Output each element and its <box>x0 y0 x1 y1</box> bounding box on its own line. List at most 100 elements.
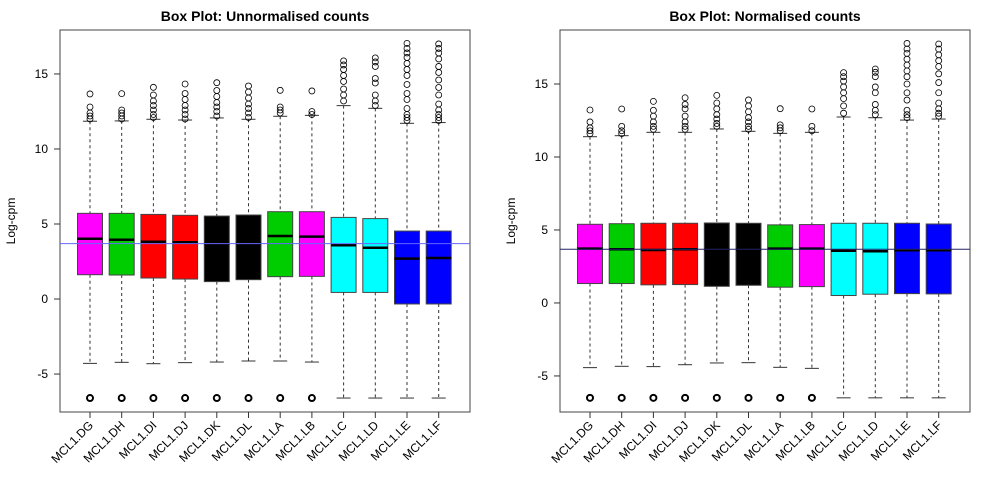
outlier-point <box>745 114 752 121</box>
outlier-point <box>181 115 189 123</box>
outlier-point <box>403 81 411 88</box>
box-MCL1.LF <box>925 40 952 399</box>
box-MCL1.DH <box>608 105 635 402</box>
left-y-axis-label: Log-cpm <box>4 198 18 245</box>
plot-frame <box>559 29 971 413</box>
outlier-point <box>871 89 879 97</box>
outlier-point <box>181 106 189 114</box>
y-tick-label: -5 <box>37 367 48 381</box>
outlier-point <box>935 40 943 48</box>
box-iqr <box>330 216 357 293</box>
outlier-point <box>403 66 411 73</box>
outlier-point <box>340 97 348 105</box>
outlier-point <box>403 54 411 61</box>
outlier-point <box>681 393 690 402</box>
box-MCL1.LA <box>767 105 794 402</box>
outlier-point <box>713 115 721 123</box>
outlier-point <box>276 103 284 111</box>
outlier-point <box>935 112 943 120</box>
box-MCL1.DG <box>577 106 603 402</box>
outlier-point <box>586 393 594 402</box>
outlier-point <box>650 118 657 126</box>
outlier-point <box>245 109 252 117</box>
outlier-point <box>681 101 689 108</box>
box-iqr <box>425 230 452 305</box>
outlier-point <box>840 102 847 110</box>
left-chart-title: Box Plot: Unnormalised counts <box>161 8 370 24</box>
box-MCL1.DH <box>108 90 135 403</box>
outlier-point <box>903 114 911 121</box>
right-chart-title: Box Plot: Normalised counts <box>669 8 861 24</box>
outlier-point <box>871 106 879 114</box>
outlier-point <box>935 63 943 70</box>
outlier-point <box>935 79 943 86</box>
outlier-point <box>776 393 785 402</box>
outlier-point <box>435 76 443 84</box>
outlier-point <box>403 72 411 79</box>
left-plot: -5051015MCL1.DGMCL1.DHMCL1.DIMCL1.DJMCL1… <box>35 29 471 466</box>
box-iqr <box>830 222 857 297</box>
outlier-point <box>213 93 221 100</box>
box-iqr <box>235 214 262 281</box>
outlier-point <box>808 105 816 113</box>
outlier-point <box>86 90 94 98</box>
outlier-point <box>871 65 879 73</box>
outlier-point <box>903 49 911 57</box>
box-MCL1.LA <box>267 86 294 403</box>
outlier-point <box>903 67 911 75</box>
outlier-point <box>681 118 689 126</box>
box-iqr <box>735 222 762 286</box>
outlier-point <box>681 112 689 120</box>
right-plot: -5051015MCL1.DGMCL1.DHMCL1.DIMCL1.DJMCL1… <box>535 29 971 466</box>
outlier-point <box>712 393 721 402</box>
outlier-point <box>403 45 411 52</box>
y-tick-label: 10 <box>535 150 549 164</box>
outlier-point <box>403 60 411 67</box>
outlier-point <box>149 91 157 99</box>
outlier-point <box>903 73 911 81</box>
box-iqr <box>767 224 794 288</box>
outlier-point <box>713 105 721 113</box>
y-tick-label: 10 <box>35 142 49 156</box>
outlier-point <box>307 394 316 403</box>
outlier-point <box>340 91 348 99</box>
box-iqr <box>362 218 389 293</box>
outlier-point <box>435 111 443 118</box>
outlier-point <box>618 130 626 138</box>
box-iqr <box>267 211 294 278</box>
outlier-point <box>935 109 943 117</box>
outlier-point <box>681 122 689 130</box>
outlier-point <box>745 102 752 110</box>
outlier-point <box>903 96 911 104</box>
outlier-point <box>435 40 443 48</box>
outlier-point <box>903 55 911 63</box>
outlier-point <box>681 105 689 113</box>
outlier-point <box>745 118 752 126</box>
box-iqr <box>894 222 920 295</box>
outlier-point <box>371 75 379 82</box>
outlier-point <box>244 394 253 403</box>
outlier-point <box>340 85 348 93</box>
outlier-point <box>435 55 443 63</box>
plot-frame <box>59 29 471 413</box>
outlier-point <box>181 102 189 109</box>
outlier-point <box>403 96 411 103</box>
outlier-point <box>617 393 626 402</box>
outlier-point <box>650 112 657 120</box>
box-MCL1.DG <box>77 90 103 403</box>
box-iqr <box>577 223 603 285</box>
y-tick-label: 5 <box>541 223 548 237</box>
outlier-point <box>149 102 157 109</box>
outlier-point <box>840 109 847 117</box>
outlier-point <box>435 84 443 91</box>
outlier-point <box>371 102 379 109</box>
box-MCL1.DJ <box>672 94 699 402</box>
box-MCL1.LB <box>798 105 825 402</box>
outlier-point <box>871 68 879 76</box>
outlier-point <box>776 105 784 113</box>
outlier-point <box>340 66 348 73</box>
box-MCL1.LD <box>362 54 389 399</box>
box-iqr <box>394 230 420 305</box>
outlier-point <box>213 99 221 106</box>
box-MCL1.LC <box>830 69 857 399</box>
